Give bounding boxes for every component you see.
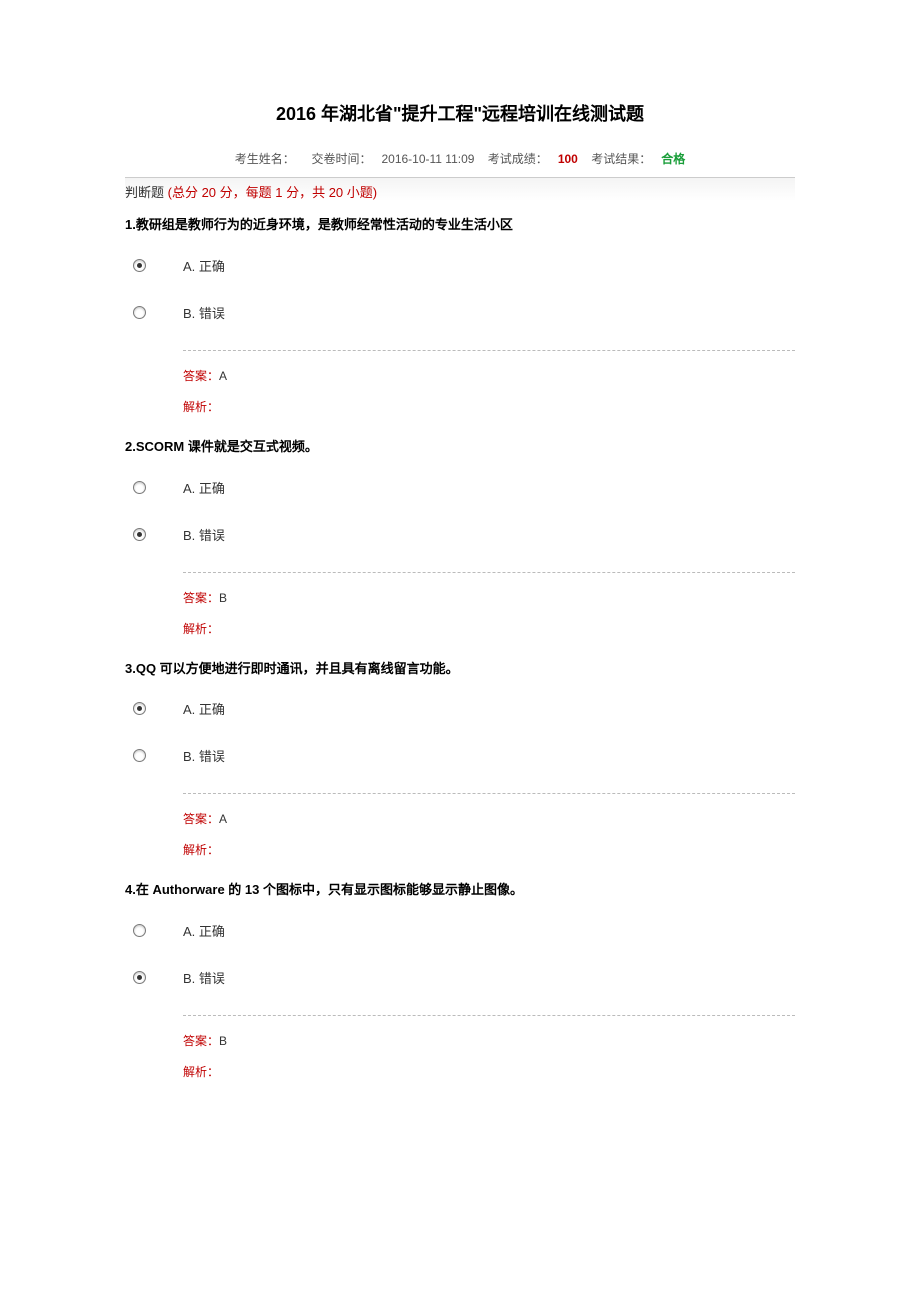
meta-line: 考生姓名： 交卷时间： 2016-10-11 11:09 考试成绩： 100 考… [125,150,795,171]
option-a-label: A. 正确 [183,921,225,940]
analysis-label: 解析： [183,400,219,414]
option-a-label: A. 正确 [183,478,225,497]
option-b-label: B. 错误 [183,303,225,322]
answer-block: 答案：A 解析： [183,350,795,415]
answer-value: B [219,1034,227,1048]
analysis-line: 解析： [183,1063,795,1080]
option-a-row[interactable]: A. 正确 [125,256,795,275]
question-body: SCORM 课件就是交互式视频。 [136,439,318,454]
analysis-label: 解析： [183,1065,219,1079]
option-a-label: A. 正确 [183,699,225,718]
radio-a-wrap [133,702,183,715]
page-title: 2016 年湖北省"提升工程"远程培训在线测试题 [125,100,795,126]
radio-b-icon[interactable] [133,971,146,984]
answer-line: 答案：B [183,1032,795,1049]
option-b-row[interactable]: B. 错误 [125,303,795,322]
question: 2.SCORM 课件就是交互式视频。 A. 正确 B. 错误 答案：B 解析： [125,437,795,637]
radio-a-icon[interactable] [133,702,146,715]
option-a-row[interactable]: A. 正确 [125,921,795,940]
analysis-line: 解析： [183,841,795,858]
option-a-row[interactable]: A. 正确 [125,699,795,718]
name-label: 考生姓名： [235,152,295,166]
analysis-line: 解析： [183,620,795,637]
answer-value: A [219,369,227,383]
answer-value: A [219,812,227,826]
answer-block: 答案：A 解析： [183,793,795,858]
radio-a-wrap [133,259,183,272]
answer-label: 答案： [183,591,219,605]
radio-b-wrap [133,306,183,319]
option-a-row[interactable]: A. 正确 [125,478,795,497]
section-label: 判断题 [125,185,164,200]
option-b-row[interactable]: B. 错误 [125,968,795,987]
option-b-row[interactable]: B. 错误 [125,525,795,544]
radio-b-icon[interactable] [133,749,146,762]
radio-a-icon[interactable] [133,481,146,494]
question-num: 3. [125,661,136,676]
question: 4.在 Authorware 的 13 个图标中，只有显示图标能够显示静止图像。… [125,880,795,1080]
radio-b-icon[interactable] [133,528,146,541]
result-value: 合格 [661,152,685,166]
score-label: 考试成绩： [488,152,548,166]
radio-a-icon[interactable] [133,259,146,272]
question-text: 3.QQ 可以方便地进行即时通讯，并且具有离线留言功能。 [125,659,795,680]
radio-b-wrap [133,971,183,984]
option-b-label: B. 错误 [183,525,225,544]
time-value: 2016-10-11 11:09 [381,152,474,166]
option-a-label: A. 正确 [183,256,225,275]
answer-block: 答案：B 解析： [183,572,795,637]
answer-block: 答案：B 解析： [183,1015,795,1080]
analysis-label: 解析： [183,622,219,636]
question-num: 2. [125,439,136,454]
question-num: 4. [125,882,136,897]
radio-b-wrap [133,749,183,762]
analysis-label: 解析： [183,843,219,857]
analysis-line: 解析： [183,398,795,415]
radio-a-wrap [133,481,183,494]
answer-label: 答案： [183,369,219,383]
answer-label: 答案： [183,812,219,826]
answer-value: B [219,591,227,605]
result-label: 考试结果： [591,152,651,166]
radio-a-icon[interactable] [133,924,146,937]
answer-label: 答案： [183,1034,219,1048]
option-b-label: B. 错误 [183,968,225,987]
question-text: 4.在 Authorware 的 13 个图标中，只有显示图标能够显示静止图像。 [125,880,795,901]
question: 3.QQ 可以方便地进行即时通讯，并且具有离线留言功能。 A. 正确 B. 错误… [125,659,795,859]
question-body: 在 Authorware 的 13 个图标中，只有显示图标能够显示静止图像。 [136,882,523,897]
answer-line: 答案：B [183,589,795,606]
answer-line: 答案：A [183,810,795,827]
question-text: 2.SCORM 课件就是交互式视频。 [125,437,795,458]
radio-b-wrap [133,528,183,541]
option-b-label: B. 错误 [183,746,225,765]
question-body: QQ 可以方便地进行即时通讯，并且具有离线留言功能。 [136,661,459,676]
score-value: 100 [558,152,578,166]
section-header: 判断题 (总分 20 分，每题 1 分，共 20 小题) [125,177,795,201]
question-num: 1. [125,217,136,232]
radio-b-icon[interactable] [133,306,146,319]
question-body: 教研组是教师行为的近身环境，是教师经常性活动的专业生活小区 [136,217,513,232]
section-note: (总分 20 分，每题 1 分，共 20 小题) [164,185,377,200]
option-b-row[interactable]: B. 错误 [125,746,795,765]
answer-line: 答案：A [183,367,795,384]
time-label: 交卷时间： [311,152,371,166]
question-text: 1.教研组是教师行为的近身环境，是教师经常性活动的专业生活小区 [125,215,795,236]
radio-a-wrap [133,924,183,937]
question: 1.教研组是教师行为的近身环境，是教师经常性活动的专业生活小区 A. 正确 B.… [125,215,795,415]
